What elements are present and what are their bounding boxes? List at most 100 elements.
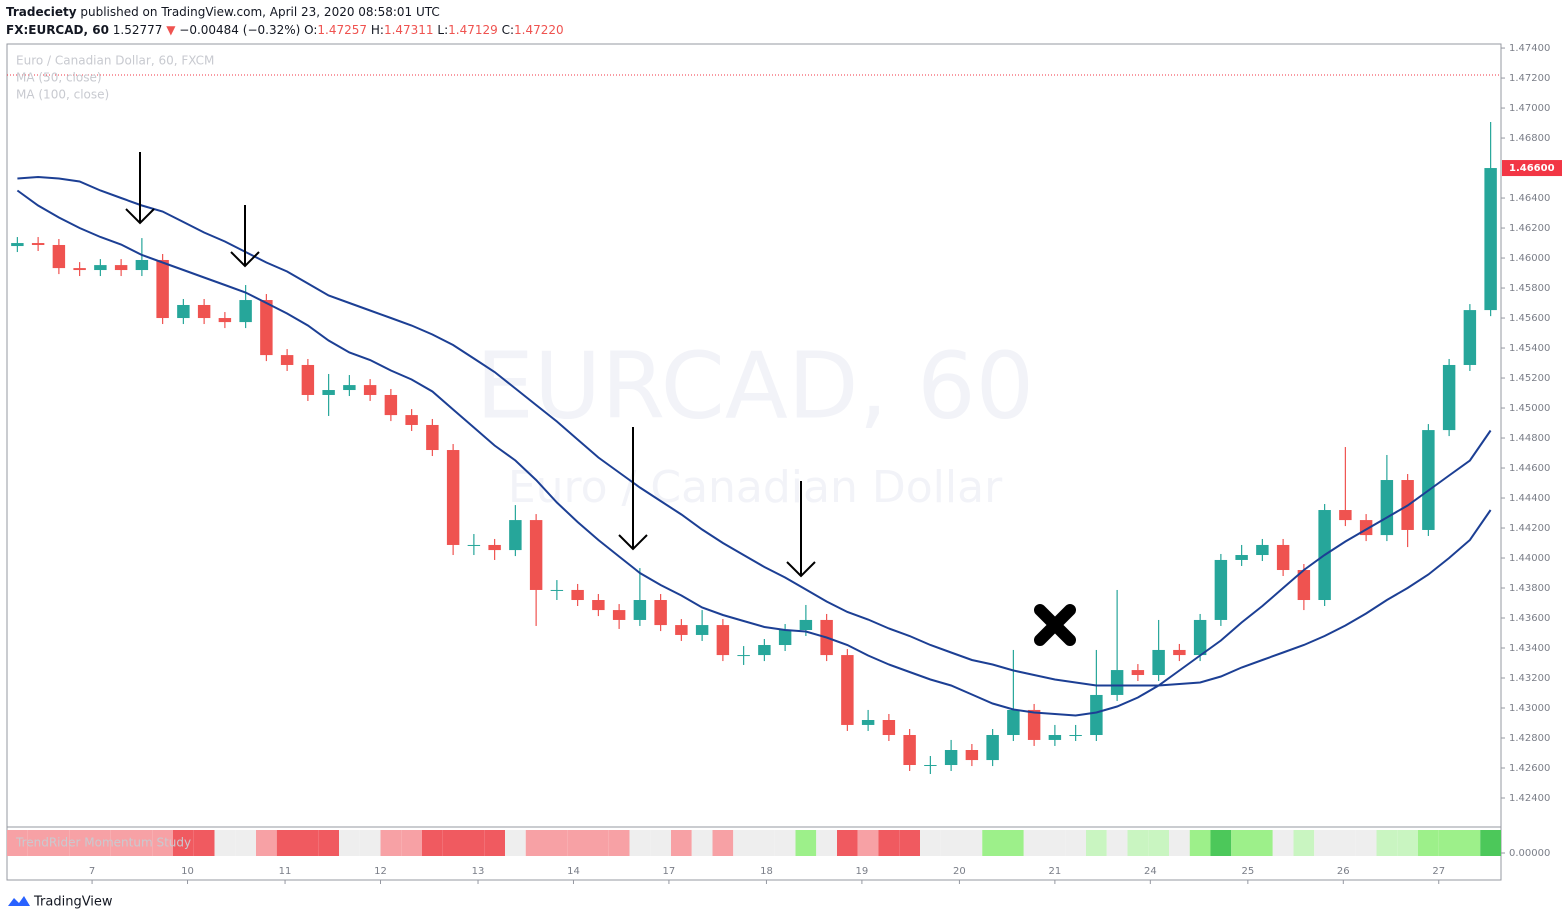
change: −0.00484 (−0.32%) xyxy=(179,23,300,37)
candle-body xyxy=(1484,168,1497,311)
candle-body xyxy=(1048,735,1062,740)
open-label: O: xyxy=(304,23,317,37)
study-block xyxy=(878,830,900,856)
candle-body xyxy=(758,645,771,656)
y-tick-label: 1.42400 xyxy=(1509,793,1550,804)
candle-body xyxy=(1463,310,1477,365)
candle-body xyxy=(716,625,730,656)
candle-body xyxy=(1110,670,1124,695)
low: 1.47129 xyxy=(448,23,498,37)
study-block xyxy=(650,830,671,856)
candle-body xyxy=(426,424,439,451)
y-tick-label: 1.43400 xyxy=(1509,643,1550,654)
candle-body xyxy=(1173,649,1186,656)
arrow xyxy=(125,152,155,225)
study-block xyxy=(857,830,879,856)
chart-frame xyxy=(6,43,1502,881)
study-block xyxy=(1438,830,1460,856)
study-block xyxy=(27,830,49,856)
candle-body xyxy=(114,265,128,271)
candle-body xyxy=(1422,430,1435,530)
candle-body xyxy=(343,385,356,391)
candle-body xyxy=(197,304,211,319)
watermark-description: Euro / Canadian Dollar xyxy=(508,462,1003,513)
watermark-symbol: EURCAD, 60 xyxy=(476,332,1034,439)
study-block xyxy=(816,830,837,856)
high: 1.47311 xyxy=(384,23,434,37)
x-tick-label: 20 xyxy=(953,866,966,877)
study-block xyxy=(152,830,173,856)
y-tick-label: 1.45000 xyxy=(1509,403,1550,414)
candle-body xyxy=(1131,670,1145,676)
published: published on TradingView.com, April 23, … xyxy=(80,5,439,19)
arrow xyxy=(230,205,260,268)
candle-body xyxy=(944,750,958,766)
moving-average xyxy=(17,175,1492,687)
x-tick-label: 25 xyxy=(1241,866,1254,877)
study-block xyxy=(1086,830,1107,856)
y-tick-label: 1.43800 xyxy=(1509,583,1550,594)
x-tick-label: 10 xyxy=(181,866,194,877)
y-tick-label: 1.45800 xyxy=(1509,283,1550,294)
legend-ma-slow: MA (100, close) xyxy=(16,88,109,102)
candle-body xyxy=(467,544,481,546)
study-block xyxy=(401,830,422,856)
study-block xyxy=(525,830,547,856)
study-block xyxy=(1148,830,1169,856)
candle-body xyxy=(1027,709,1041,740)
candle-body xyxy=(280,355,294,365)
cross-mark xyxy=(1034,604,1076,646)
y-tick-label: 1.44600 xyxy=(1509,463,1550,474)
y-tick-label: 1.46200 xyxy=(1509,223,1550,234)
close-label: C: xyxy=(502,23,514,37)
study-block xyxy=(961,830,983,856)
study-block xyxy=(1169,830,1190,856)
x-tick-label: 13 xyxy=(472,866,485,877)
study-block xyxy=(463,830,485,856)
study-block xyxy=(1272,830,1294,856)
candle-body xyxy=(11,243,24,247)
candle-body xyxy=(571,589,584,601)
x-tick-label: 11 xyxy=(279,866,292,877)
study-block xyxy=(899,830,920,856)
study-block xyxy=(629,830,651,856)
y-tick-label: 1.43600 xyxy=(1509,613,1550,624)
y-tick-label: 1.47400 xyxy=(1509,43,1550,54)
candle-body xyxy=(861,720,875,725)
study-block xyxy=(691,830,713,856)
candle-body xyxy=(405,415,418,425)
candle-body xyxy=(737,655,750,657)
study-block xyxy=(1210,830,1232,856)
symbol: FX:EURCAD, 60 xyxy=(6,23,109,37)
candle-body xyxy=(1256,544,1269,556)
legend-instrument: Euro / Canadian Dollar, 60, FXCM xyxy=(16,54,214,68)
moving-average xyxy=(16,189,1492,717)
y-tick-label: 1.47200 xyxy=(1509,73,1550,84)
candle-body xyxy=(675,625,688,635)
y-tick-label: 1.44800 xyxy=(1509,433,1550,444)
study-block xyxy=(588,830,609,856)
x-tick-label: 12 xyxy=(374,866,387,877)
y-tick-label: 1.45600 xyxy=(1509,313,1550,324)
arrow: ▼ xyxy=(166,23,176,37)
candle-body xyxy=(924,765,937,767)
study-block xyxy=(505,830,526,856)
study-block xyxy=(1480,830,1501,856)
x-tick-label: 26 xyxy=(1337,866,1350,877)
study-block xyxy=(1252,830,1273,856)
study-block xyxy=(1355,830,1377,856)
candle-body xyxy=(239,300,252,323)
arrow xyxy=(618,427,648,551)
y-tick-label: 1.43000 xyxy=(1509,703,1550,714)
study-block xyxy=(48,830,70,856)
candle-body xyxy=(52,244,66,269)
study-block xyxy=(276,830,298,856)
candle-body xyxy=(363,385,377,395)
author: Tradeciety xyxy=(6,5,77,19)
candle-body xyxy=(156,259,169,319)
footer: TradingView xyxy=(8,895,113,910)
candle-body xyxy=(1442,364,1456,431)
candle-body xyxy=(177,304,190,319)
